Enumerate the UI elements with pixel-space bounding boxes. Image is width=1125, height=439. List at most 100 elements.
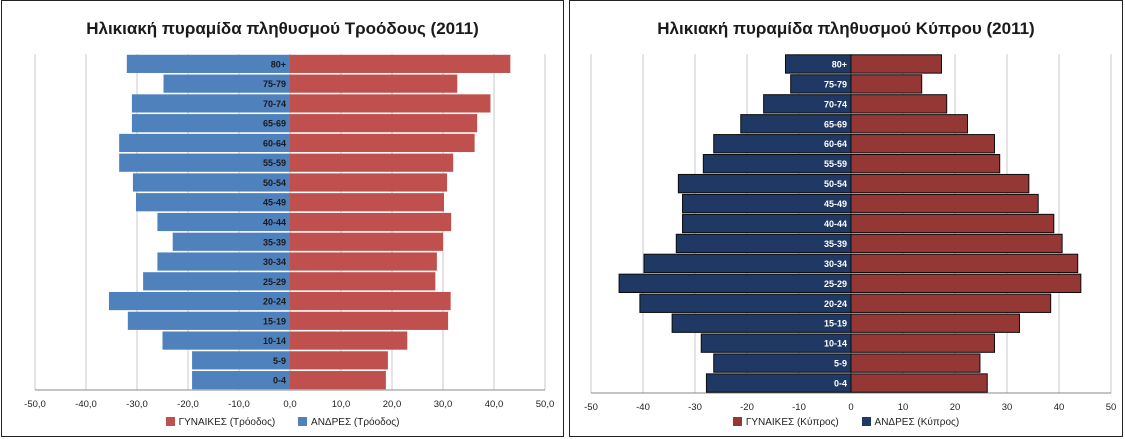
bar-women [290,74,458,93]
bar-men [682,213,852,234]
pyramid-chart-troodos: -50,0 -40,0 -30,0 -20,0 -10,0 0,0 10,0 20,0 30,0… [24,54,555,410]
category-label: 75-79 [824,79,847,89]
category-label: 30-34 [263,257,286,267]
bar-men [119,153,291,172]
x-tick-label: -50,0 [24,399,46,410]
x-tick-label: 50 [1106,402,1117,413]
bar-men [618,273,852,293]
bar-women [290,173,448,192]
category-label: 30-34 [824,259,847,269]
bar-men [675,233,852,254]
category-label: 60-64 [263,138,286,148]
bar-men [135,193,290,212]
bar-women [850,233,1063,254]
bar-men [143,272,290,291]
legend-swatch [165,417,175,426]
bar-men [677,173,852,194]
category-label: 0-4 [273,376,286,386]
category-label: 35-39 [824,239,847,249]
bar-women [290,311,449,330]
category-label: 60-64 [824,139,847,149]
chart-legend: ΓΥΝΑΙΚΕΣ (Τρόοδος) ΑΝΔΡΕΣ (Τρόοδος) [2,417,563,428]
bar-men [700,333,852,353]
bar-women [850,54,942,74]
bar-women [850,313,1020,333]
category-label: 15-19 [263,316,286,326]
bar-men [713,134,852,154]
bar-women [290,232,443,251]
x-tick-label: -20 [740,402,754,413]
legend-label: ΑΝΔΡΕΣ (Κύπρος) [874,417,960,428]
category-label: 25-29 [263,277,286,287]
category-label: 20-24 [263,297,286,307]
category-label: 50-54 [263,178,286,188]
bar-men [639,293,852,313]
legend-label: ΓΥΝΑΙΚΕΣ (Τρόοδος) [178,417,276,428]
category-label: 25-29 [824,279,847,289]
x-tick-label: 40,0 [485,399,504,410]
bar-women [850,333,996,353]
bar-women [290,371,386,390]
category-label: 40-44 [824,219,847,229]
bar-men [131,94,290,113]
category-label: 45-49 [824,199,847,209]
bar-women [290,252,437,271]
chart-legend: ΓΥΝΑΙΚΕΣ (Κύπρος) ΑΝΔΡΕΣ (Κύπρος) [570,417,1122,428]
bar-women [290,193,445,212]
legend-label: ΓΥΝΑΙΚΕΣ (Κύπρος) [745,417,839,428]
x-tick-label: -10,0 [228,399,250,410]
bar-women [850,353,981,373]
bar-men [702,154,852,174]
bar-women [290,94,491,113]
chart-title: Ηλικιακή πυραμίδα πληθυσμού Κύπρου (2011… [657,19,1035,38]
legend-swatch [861,417,871,426]
x-tick-label: 10 [898,402,909,413]
x-tick-label: 10,0 [332,399,351,410]
bar-women [850,253,1079,274]
bar-men [705,373,852,393]
x-tick-label: 40 [1054,402,1065,413]
bar-men [784,54,852,74]
legend-item-women: ΓΥΝΑΙΚΕΣ (Τρόοδος) [165,417,276,428]
bar-women [290,114,478,133]
bar-women [850,193,1039,214]
bar-women [290,212,452,232]
bar-men [108,291,290,311]
x-tick-label: 0 [848,402,853,413]
x-tick-label: -10 [792,402,806,413]
x-tick-label: -30,0 [126,399,148,410]
x-tick-label: 30 [1002,402,1013,413]
category-label: 75-79 [263,79,286,89]
category-label: 40-44 [263,218,286,228]
category-label: 45-49 [263,198,286,208]
category-label: 65-69 [824,119,847,129]
x-tick-label: 30,0 [434,399,453,410]
bar-men [763,94,852,114]
bar-women [290,54,511,73]
category-label: 0-4 [834,379,847,389]
category-label: 65-69 [263,119,286,129]
bar-men [157,212,290,232]
bar-men [127,311,290,330]
bar-men [192,351,290,370]
legend-label: ΑΝΔΡΕΣ (Τρόοδος) [311,417,400,428]
category-label: 80+ [271,59,286,69]
category-label: 10-14 [824,339,847,349]
bar-men [162,331,290,350]
chart-title: Ηλικιακή πυραμίδα πληθυσμού Τροόδους (20… [86,19,479,38]
bar-women [850,293,1052,313]
x-tick-label: -40,0 [75,399,97,410]
bar-men [172,232,290,251]
x-tick-label: 50,0 [536,399,555,410]
x-tick-label: -20,0 [177,399,199,410]
category-label: 35-39 [263,237,286,247]
legend-item-men: ΑΝΔΡΕΣ (Κύπρος) [861,417,960,428]
bar-women [850,173,1030,194]
bar-women [290,351,388,370]
bar-women [850,373,988,393]
pyramid-chart-cyprus: -50 -40 -30 -20 -10 0 10 20 30 40 50 0-4 5-9 10-14 15-… [584,54,1117,413]
bar-men [671,313,852,333]
bar-women [850,213,1055,234]
x-tick-label: 20 [950,402,961,413]
bar-women [290,291,451,311]
